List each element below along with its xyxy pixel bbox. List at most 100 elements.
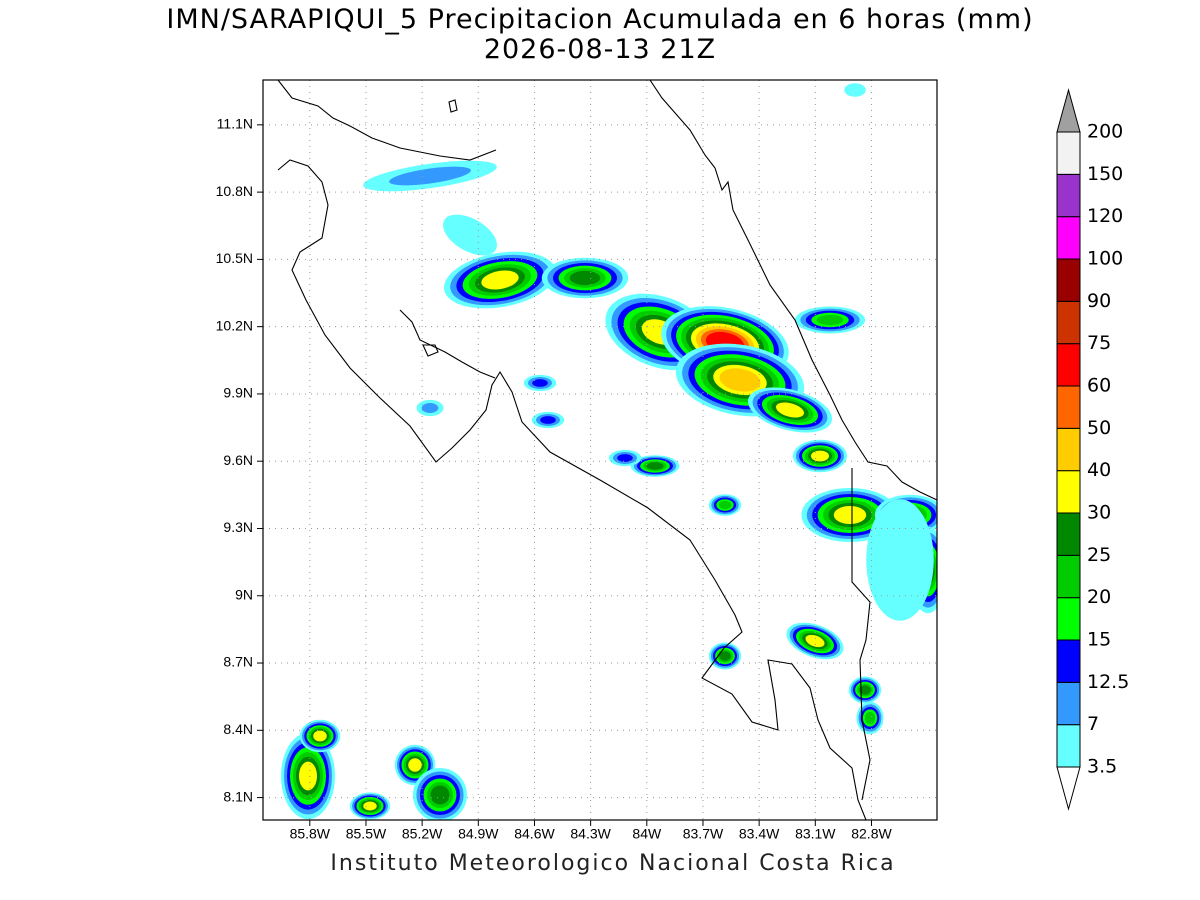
colorbar-segment (1056, 470, 1081, 514)
x-tick-label: 83.1W (795, 826, 836, 842)
coastlines (277, 80, 937, 820)
colorbar-segment (1056, 131, 1081, 175)
precip-area (531, 411, 565, 429)
footer: Instituto Meteorologico Nacional Costa R… (330, 851, 895, 876)
precip-area (747, 387, 833, 433)
x-tick-label: 85.2W (402, 826, 443, 842)
x-tick-label: 85.5W (346, 826, 387, 842)
colorbar-segment (1056, 554, 1081, 599)
precip-contour (389, 166, 471, 186)
colorbar-label: 90 (1087, 290, 1111, 312)
border (851, 468, 871, 801)
precip-contour (719, 368, 761, 392)
precip-contour (299, 761, 317, 791)
colorbar-under (1056, 766, 1081, 811)
precip-area (844, 83, 866, 97)
precip-area (281, 732, 335, 820)
colorbar-segment (1056, 173, 1081, 218)
colorbar-label: 30 (1087, 502, 1111, 524)
precip-contour (646, 462, 664, 470)
precip-contour (430, 785, 450, 805)
y-tick-label: 9N (235, 586, 253, 602)
x-tick-label: 83.4W (739, 826, 780, 842)
precip-contour (408, 758, 422, 772)
colorbar-label: 60 (1087, 375, 1111, 397)
precip-area (708, 642, 742, 670)
y-tick-label: 9.9N (223, 385, 253, 401)
precip-contour (805, 634, 825, 648)
y-tick-label: 10.8N (216, 183, 253, 199)
x-tick-label: 84.6W (514, 826, 555, 842)
colorbar-segment (1056, 343, 1081, 387)
y-tick-label: 8.4N (223, 721, 253, 737)
colorbar: 3.5 7 12.5 15 20 25 30 40 50 60 75 90 100 120 150 200 (1056, 88, 1129, 811)
precip-contour (844, 83, 866, 97)
y-tick-label: 9.6N (223, 452, 253, 468)
y-tick-label: 10.5N (216, 250, 253, 266)
precip-area (866, 499, 934, 621)
precip-contour (313, 730, 327, 742)
precip-area (443, 214, 497, 256)
y-tick-label: 9.3N (223, 519, 253, 535)
colorbar-label: 75 (1087, 332, 1111, 354)
colorbar-label: 100 (1087, 248, 1123, 270)
colorbar-segment (1056, 724, 1081, 768)
precip-contour (833, 506, 867, 524)
precip-contour (775, 402, 805, 418)
precip-area (708, 494, 742, 516)
precip-area (608, 449, 642, 467)
precip-contour (811, 450, 829, 462)
coastline (277, 80, 497, 161)
colorbar-label: 20 (1087, 586, 1111, 608)
y-tick-label: 8.7N (223, 654, 253, 670)
axis-ticks: 85.8W 85.5W 85.2W 84.9W 84.6W 84.3W 84W 83.7W 83… (216, 116, 893, 842)
colorbar-label: 12.5 (1087, 671, 1129, 693)
precip-contour (540, 416, 556, 424)
precip-area (541, 257, 629, 299)
colorbar-segment (1056, 512, 1081, 556)
precip-area (363, 160, 497, 192)
colorbar-segment (1056, 216, 1081, 260)
title: IMN/SARAPIQUI_5 Precipitacion Acumulada … (166, 4, 1033, 35)
precip-area (443, 251, 557, 309)
x-tick-label: 83.7W (683, 826, 724, 842)
colorbar-segment (1056, 427, 1081, 472)
precip-area (848, 676, 882, 704)
colorbar-label: 3.5 (1087, 756, 1117, 778)
precip-contour (719, 651, 731, 661)
precip-area (413, 768, 467, 820)
precip-contour (569, 270, 601, 286)
colorbar-segment (1056, 258, 1081, 302)
precip-contour (443, 214, 497, 256)
subtitle: 2026-08-13 21Z (484, 34, 716, 65)
precip-contour (864, 711, 876, 725)
colorbar-segment (1056, 597, 1081, 641)
colorbar-label: 40 (1087, 459, 1111, 481)
precip-area (299, 719, 341, 753)
colorbar-segment (1056, 300, 1081, 345)
precip-area (794, 306, 866, 334)
x-tick-label: 85.8W (290, 826, 331, 842)
x-tick-label: 82.8W (851, 826, 892, 842)
colorbar-label: 150 (1087, 163, 1123, 185)
x-tick-label: 84.9W (458, 826, 499, 842)
island (422, 344, 439, 357)
precip-area (416, 399, 444, 417)
precip-area (856, 701, 884, 735)
colorbar-label: 7 (1087, 713, 1099, 735)
colorbar-segment (1056, 681, 1081, 726)
precip-contour (532, 379, 548, 387)
precip-area (349, 792, 391, 820)
precip-contour (421, 403, 439, 413)
precip-contour (718, 500, 732, 510)
colorbar-over (1056, 88, 1081, 133)
colorbar-label: 25 (1087, 544, 1111, 566)
y-tick-label: 10.2N (216, 317, 253, 333)
precip-contour (617, 454, 633, 462)
colorbar-label: 50 (1087, 417, 1111, 439)
plot-frame (262, 79, 938, 821)
colorbar-segment (1056, 639, 1081, 683)
colorbar-label: 15 (1087, 629, 1111, 651)
coastline (277, 159, 867, 820)
